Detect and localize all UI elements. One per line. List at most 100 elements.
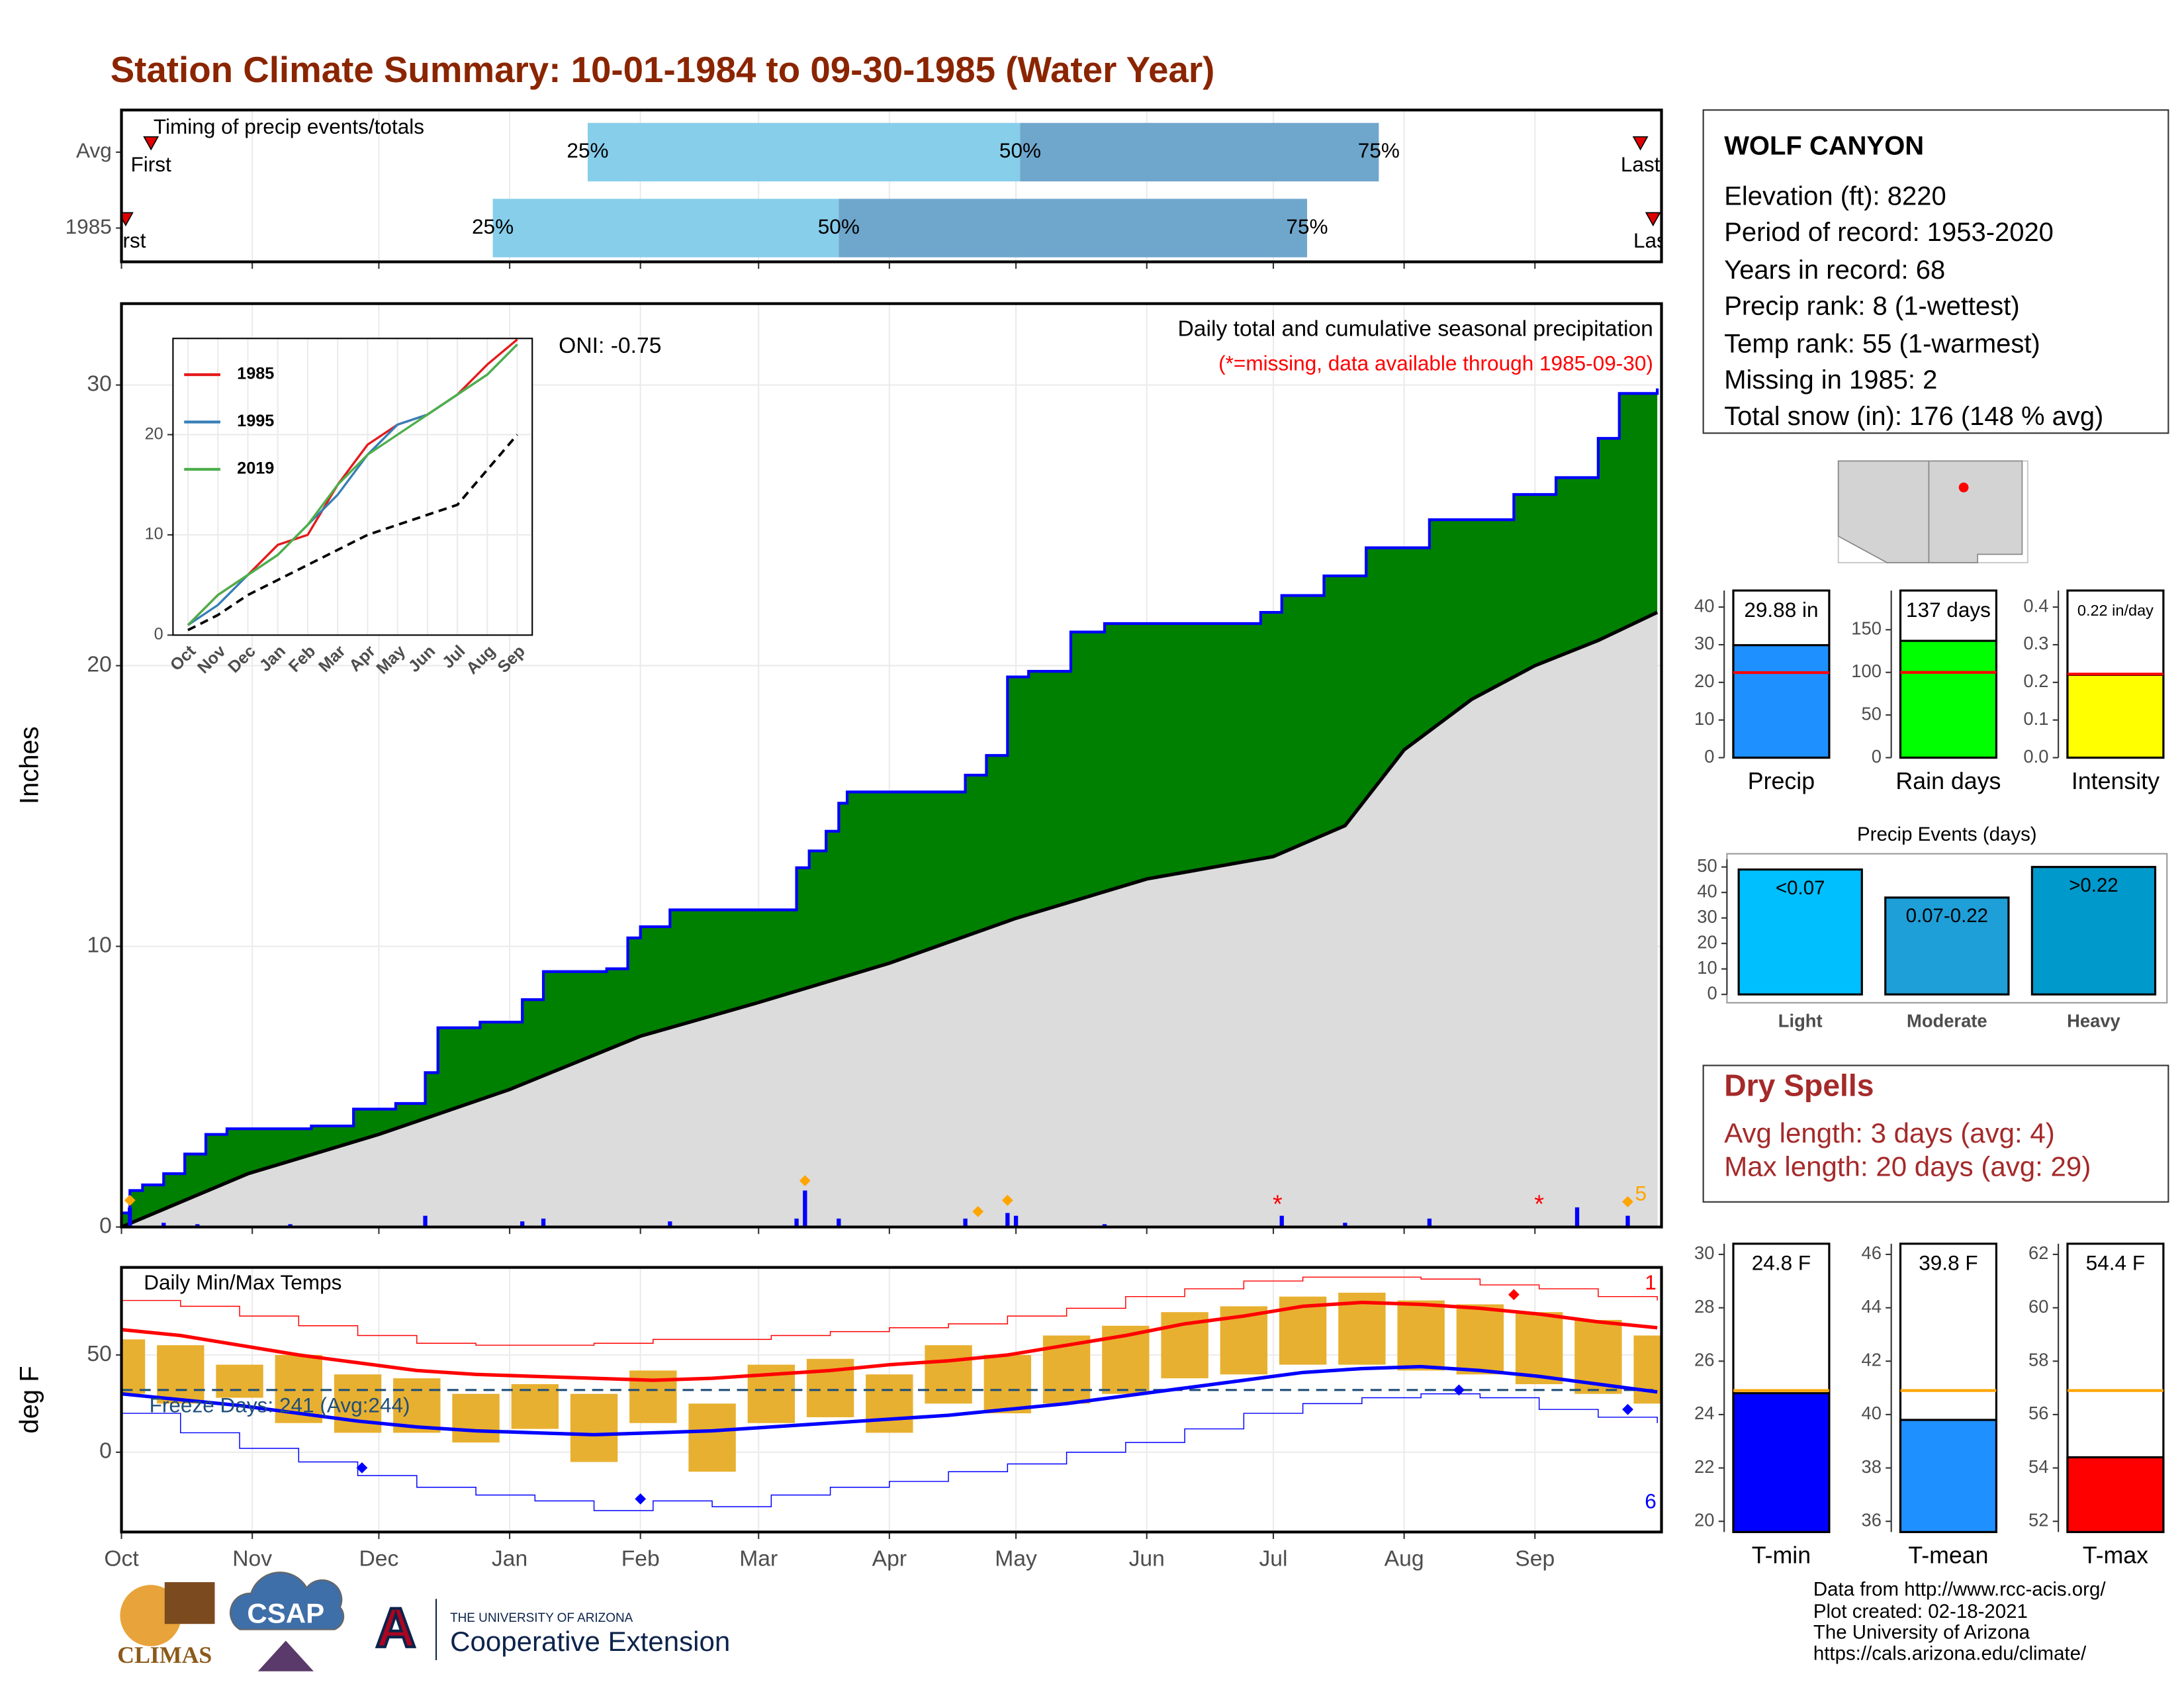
y-tick-label: 10: [145, 525, 163, 543]
daily-precip-bar: [423, 1215, 428, 1227]
y-tick-label: 10: [1697, 957, 1717, 978]
value-label: 24.8 F: [1752, 1251, 1811, 1275]
dry-spells-line: Max length: 20 days (avg: 29): [1724, 1150, 2091, 1182]
category-label: T-max: [2083, 1542, 2148, 1569]
y-tick-label: 54: [2028, 1456, 2048, 1477]
footer-line: https://cals.arizona.edu/climate/: [1813, 1642, 2087, 1664]
panel-title: Daily Min/Max Temps: [144, 1270, 341, 1294]
daily-precip-bar: [803, 1190, 807, 1227]
timing-marker-label: Last: [1621, 152, 1661, 176]
y-tick-label: 40: [1694, 595, 1714, 616]
daily-precip-bar: [1279, 1215, 1284, 1227]
locator-map: [1837, 460, 2028, 564]
y-tick-label: 0: [154, 625, 163, 643]
temp-range-bar: [157, 1345, 205, 1404]
temp-range-bar: [570, 1393, 618, 1462]
extreme-marker: [972, 1205, 984, 1217]
panel-frame: [120, 1266, 1663, 1534]
plot-area: [121, 1276, 1662, 1511]
ua-logo: A: [376, 1597, 416, 1659]
csap-cloud: [229, 1571, 345, 1630]
daily-precip-bar: [1013, 1215, 1019, 1227]
missing-marker: *: [1534, 1191, 1544, 1219]
station-detail: Period of record: 1953-2020: [1724, 218, 2054, 247]
dry-spells-box: [1702, 1064, 2169, 1203]
y-tick-label: 56: [2028, 1403, 2048, 1423]
y-tick-label: 36: [1862, 1509, 1882, 1530]
timing-bar: [588, 122, 1021, 182]
record-high-line: [121, 1276, 1658, 1346]
y-tick-label: 28: [1694, 1296, 1714, 1317]
y-tick-label: 0.3: [2023, 633, 2048, 653]
y-tick-label: 30: [87, 372, 111, 397]
x-tick-label: May: [995, 1546, 1037, 1571]
record-marker: [1453, 1384, 1465, 1396]
oni-label: ONI: -0.75: [559, 334, 661, 358]
y-tick-label: 38: [1862, 1456, 1882, 1477]
quartile-label: 75%: [1286, 214, 1328, 238]
station-detail: Elevation (ft): 8220: [1724, 181, 1946, 211]
y-tick-label: 0: [1704, 746, 1714, 767]
temp-range-bar: [1515, 1312, 1563, 1384]
y-tick-label: 22: [1694, 1456, 1714, 1477]
x-tick-label: Mar: [739, 1546, 778, 1571]
x-tick-label: Aug: [1385, 1546, 1424, 1571]
daily-precip-bar: [837, 1218, 841, 1227]
normal-max-line: [121, 1300, 1658, 1382]
daily-precip-bar: [161, 1223, 166, 1227]
bar: [1899, 639, 1997, 759]
timing-marker-label: First: [131, 152, 172, 176]
y-tick-label: 0: [99, 1439, 112, 1464]
temp-range-bar: [511, 1383, 559, 1429]
temp-range-bar: [925, 1345, 972, 1404]
bar-label: 0.07-0.22: [1906, 905, 1988, 927]
daily-precip-bar: [520, 1221, 525, 1227]
y-axis-label: deg F: [15, 1366, 44, 1433]
y-tick-label: 150: [1851, 618, 1882, 639]
y-tick-label: 40: [1862, 1403, 1882, 1423]
category-label: Intensity: [2071, 768, 2160, 794]
y-tick-label: 0.0: [2023, 746, 2048, 767]
bar-label: >0.22: [2069, 874, 2118, 896]
y-tick-label: 30: [1697, 906, 1717, 927]
timing-bar: [1020, 122, 1379, 182]
category-label: Rain days: [1895, 768, 2001, 794]
panel-frame: [120, 109, 1663, 263]
university-name: THE UNIVERSITY OF ARIZONA: [450, 1611, 633, 1625]
value-label: 0.22 in/day: [2077, 602, 2154, 619]
normal-line: [121, 610, 1659, 1227]
normal-area: [121, 612, 1658, 1227]
station-detail: Missing in 1985: 2: [1724, 365, 1937, 395]
legend-label: 1985: [237, 365, 274, 383]
timing-marker: [143, 136, 159, 151]
temp-range-bar: [688, 1403, 736, 1472]
bar: [1899, 1419, 1997, 1533]
y-tick-label: 0: [1872, 746, 1882, 767]
map-state: [1928, 460, 2023, 563]
x-tick-label: Jan: [492, 1546, 527, 1571]
panel-background: [173, 338, 533, 635]
map-state: [1837, 460, 1930, 563]
csap-mountain: [257, 1640, 314, 1671]
freeze-label: Freeze Days: 241 (Avg:244): [150, 1393, 410, 1417]
timing-marker: [1632, 136, 1649, 151]
value-label: 29.88 in: [1744, 598, 1818, 622]
x-tick-label: Oct: [104, 1546, 139, 1571]
y-tick-label: 1985: [66, 214, 112, 238]
category-label: Precip: [1748, 768, 1815, 794]
y-tick-label: 30: [1694, 633, 1714, 653]
plot-area: [187, 338, 519, 632]
footer-line: The University of Arizona: [1813, 1622, 2030, 1644]
quartile-label: 75%: [1358, 138, 1400, 162]
y-tick-label: 20: [87, 653, 111, 677]
x-tick-label: Dec: [359, 1546, 399, 1571]
y-tick-label: Avg: [76, 138, 112, 162]
x-tick-label: Nov: [232, 1546, 272, 1571]
y-tick-label: 24: [1694, 1403, 1714, 1423]
y-tick-label: 20: [1697, 931, 1717, 952]
extreme-count: 5: [1635, 1182, 1647, 1205]
climas-logo: CLIMAS: [117, 1642, 212, 1668]
normal-min-line: [121, 1364, 1658, 1437]
daily-precip-bar: [128, 1207, 132, 1227]
dry-spells-title: Dry Spells: [1724, 1068, 1874, 1102]
